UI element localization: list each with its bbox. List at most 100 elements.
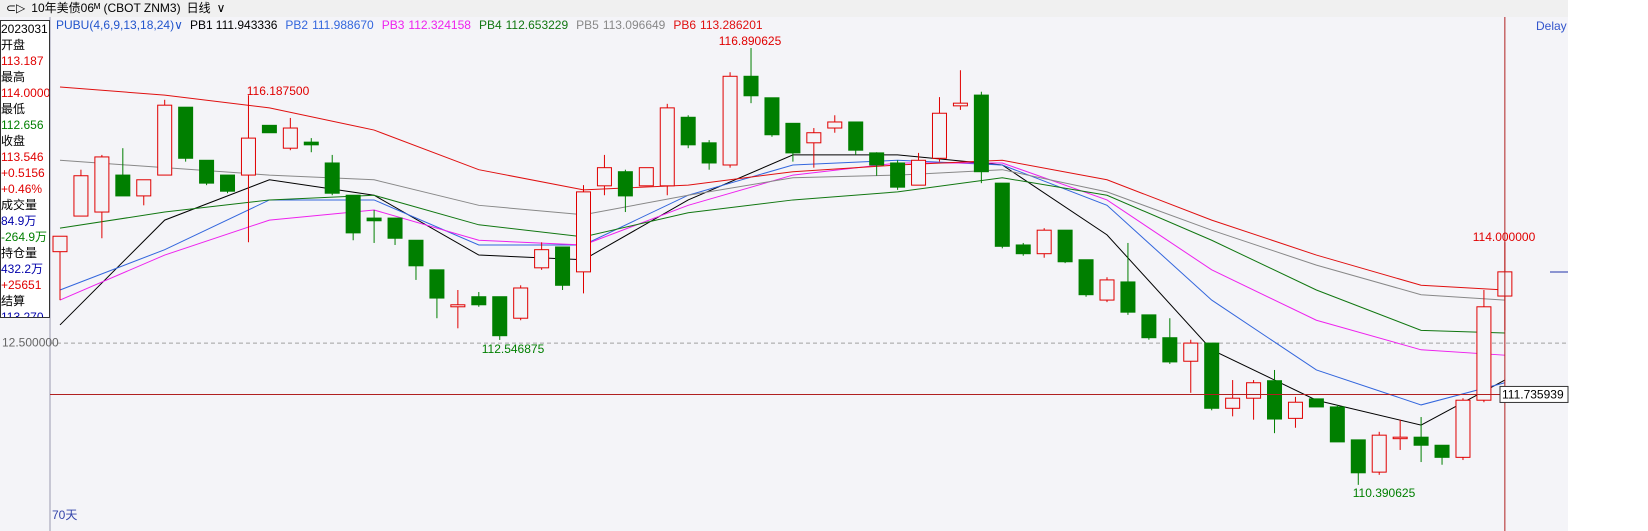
candle-body — [345, 194, 361, 234]
info-row: 2023031 — [1, 22, 48, 36]
chart-background — [0, 0, 1568, 531]
legend-name: PB2 — [285, 18, 308, 32]
y-tick-label: 12.500000 — [2, 335, 59, 349]
candle-body — [1308, 398, 1324, 408]
candle-body — [282, 127, 298, 149]
candle-body — [115, 174, 131, 197]
candle-body — [136, 179, 152, 197]
candle-body — [408, 239, 424, 267]
candle-body — [1036, 229, 1052, 255]
candle-body — [659, 107, 675, 187]
candle-body — [743, 75, 759, 97]
legend-value: 113.096649 — [603, 18, 666, 32]
price-box-label: 111.735939 — [1502, 388, 1564, 402]
legend-name: PB1 — [190, 18, 213, 32]
info-row: 成交量 — [1, 198, 38, 212]
candle-body — [1455, 399, 1471, 458]
period-label: 70天 — [52, 508, 77, 522]
legend-entry: PB2 111.988670 — [285, 18, 374, 32]
info-row: +0.5156 — [1, 166, 45, 180]
candle-body — [1183, 342, 1199, 362]
candle-body — [952, 102, 968, 107]
ma-line — [59, 162, 1505, 356]
candle-body — [94, 156, 110, 213]
candle-body — [869, 152, 885, 166]
candle-body — [890, 162, 906, 188]
candle-body — [994, 182, 1010, 247]
candle-body — [1204, 342, 1220, 409]
legend-entry: PB6 113.286201 — [673, 18, 763, 32]
legend-value: 112.324158 — [408, 18, 471, 32]
info-row: 结算 — [1, 294, 26, 308]
candle-body — [827, 121, 843, 129]
high-annotation: 116.890625 — [719, 34, 782, 48]
candle-body — [931, 112, 947, 159]
info-row: 113.546 — [1, 150, 44, 164]
candle-body — [1057, 229, 1073, 263]
candle-body — [1225, 397, 1241, 409]
candle-body — [1371, 434, 1387, 473]
candle-body — [534, 249, 550, 269]
candle-body — [1329, 406, 1345, 443]
back-icon[interactable]: ⊂▷ — [6, 1, 26, 15]
candle-body — [1141, 314, 1157, 339]
info-row: 84.9万 — [1, 214, 37, 228]
candle-body — [973, 94, 989, 173]
info-row: 最高 — [1, 70, 26, 84]
info-panel: 2023031 开盘 113.187 最高 114.0000 最低 112.656 收盘 113… — [0, 20, 50, 318]
dropdown-icon[interactable]: ∨ — [216, 1, 226, 15]
info-row: 113.270 — [1, 310, 44, 318]
period-select[interactable]: 日线 — [186, 1, 211, 15]
info-row: 432.2万 — [1, 262, 44, 276]
legend-name: PB6 — [673, 18, 696, 32]
info-row: 开盘 — [1, 38, 26, 52]
info-row: -264.9万 — [1, 230, 48, 244]
instrument-title[interactable]: 10年美债06ᴹ (CBOT ZNM3) — [31, 1, 181, 15]
indicator-name[interactable]: PUBU(4,6,9,13,18,24)∨ — [56, 18, 183, 32]
candle-body — [157, 104, 173, 176]
candle-body — [1413, 436, 1429, 446]
candle-body — [576, 191, 591, 273]
title-bar: ⊂▷ 10年美债06ᴹ (CBOT ZNM3) 日线 ∨ — [0, 0, 1568, 17]
candle-body — [722, 75, 738, 166]
candle-body — [52, 235, 68, 253]
candle-body — [555, 246, 571, 286]
candle-body — [220, 174, 236, 192]
legend-entry: PB1 111.943336 — [190, 18, 278, 32]
candle-body — [785, 122, 801, 154]
candle-body — [1120, 281, 1136, 313]
legend-entry: PB5 113.096649 — [576, 18, 666, 32]
candle-body — [450, 304, 466, 308]
legend-entry: PB4 112.653229 — [479, 18, 569, 32]
info-row: 113.187 — [1, 54, 44, 68]
low-annotation: 110.390625 — [1353, 486, 1416, 500]
candle-body — [806, 132, 822, 144]
candle-body — [848, 121, 864, 151]
candle-body — [261, 124, 277, 134]
legend-name: PB5 — [576, 18, 599, 32]
ma-line — [59, 159, 1505, 301]
ma-line — [59, 86, 1505, 291]
candle-body — [1246, 382, 1262, 399]
candle-body — [680, 116, 696, 146]
candle-body — [1099, 279, 1115, 301]
candle-body — [199, 159, 215, 184]
high-annotation: 116.187500 — [247, 84, 310, 98]
candle-body — [1434, 444, 1450, 458]
info-row: 收盘 — [1, 134, 26, 148]
info-row: 持仓量 — [1, 246, 38, 260]
legend-value: 112.653229 — [506, 18, 569, 32]
info-row: +25651 — [1, 278, 42, 292]
high-annotation: 114.000000 — [1473, 230, 1536, 244]
candle-body — [178, 106, 194, 159]
candle-body — [1078, 259, 1094, 296]
info-row: 114.0000 — [1, 86, 49, 100]
price-box — [1499, 385, 1569, 403]
legend-entry: PB3 112.324158 — [382, 18, 472, 32]
candle-body — [1162, 337, 1178, 363]
candle-body — [240, 137, 256, 176]
info-row: 最低 — [1, 102, 26, 116]
legend-name: PB4 — [479, 18, 502, 32]
candle-body — [471, 296, 487, 306]
